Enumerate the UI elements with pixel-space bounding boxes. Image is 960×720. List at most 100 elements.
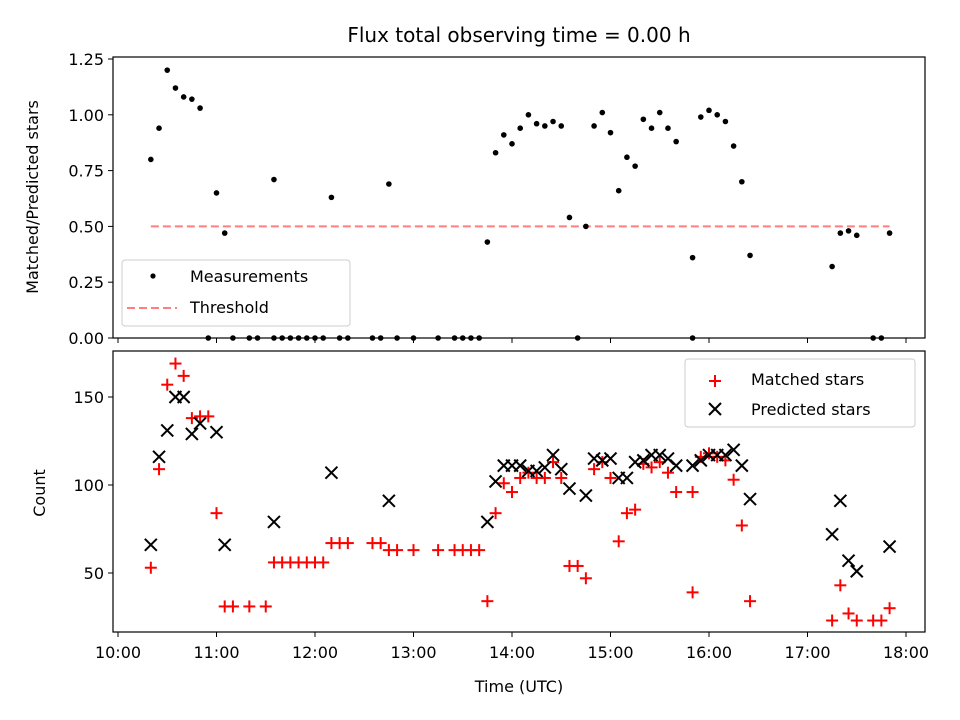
measurement-point-65 bbox=[739, 178, 745, 185]
matched-star-point-69 bbox=[850, 614, 863, 627]
predicted-star-point-23 bbox=[579, 488, 593, 503]
matched-star-point-46 bbox=[588, 463, 601, 476]
matched-star-point-19 bbox=[317, 556, 330, 569]
chart-title: Flux total observing time = 0.00 h bbox=[347, 23, 690, 47]
measurement-point-68 bbox=[837, 230, 844, 236]
legend-label-predicted: Predicted stars bbox=[751, 400, 871, 419]
matched-star-point-44 bbox=[571, 559, 584, 572]
plot-frame-ratio bbox=[112, 56, 926, 339]
predicted-star-point-34 bbox=[669, 458, 683, 473]
matched-star-point-10 bbox=[226, 600, 239, 613]
x-tick-label-6: 16:00 bbox=[686, 643, 732, 662]
matched-star-point-63 bbox=[727, 473, 740, 486]
matched-star-point-1 bbox=[153, 463, 166, 476]
matched-star-point-28 bbox=[432, 544, 445, 557]
legend-label-measurements: Measurements bbox=[190, 267, 308, 286]
predicted-star-point-19 bbox=[538, 460, 552, 475]
matched-star-point-67 bbox=[834, 579, 847, 592]
matched-star-point-26 bbox=[391, 544, 404, 557]
measurement-point-46 bbox=[583, 223, 589, 230]
matched-star-point-22 bbox=[341, 537, 354, 550]
matched-star-point-11 bbox=[243, 600, 256, 613]
predicted-star-point-35 bbox=[685, 458, 700, 473]
measurement-point-2 bbox=[164, 67, 171, 73]
measurement-point-57 bbox=[673, 138, 679, 145]
measurement-point-26 bbox=[386, 181, 392, 187]
predicted-star-point-20 bbox=[546, 448, 560, 462]
measurement-point-34 bbox=[484, 239, 491, 245]
measurement-point-53 bbox=[640, 116, 647, 123]
measurement-point-4 bbox=[180, 94, 187, 100]
legend-marker-matched bbox=[709, 375, 721, 387]
measurement-point-50 bbox=[615, 187, 622, 194]
legend-ratio: Measurements Threshold bbox=[121, 259, 351, 327]
predicted-star-point-18 bbox=[529, 464, 544, 478]
x-tick-label-5: 15:00 bbox=[587, 643, 633, 662]
y-tick-label-ratio-4: 1.00 bbox=[68, 106, 104, 125]
matched-star-point-0 bbox=[144, 561, 157, 574]
matched-star-point-53 bbox=[645, 461, 658, 474]
measurement-point-1 bbox=[156, 125, 162, 131]
predicted-star-point-10 bbox=[324, 465, 339, 480]
matched-star-point-35 bbox=[497, 477, 510, 490]
predicted-star-point-29 bbox=[628, 455, 642, 469]
predicted-star-point-7 bbox=[209, 425, 224, 439]
matched-star-point-34 bbox=[489, 507, 502, 520]
matched-star-point-58 bbox=[686, 586, 699, 599]
panel-ratio: Flux total observing time = 0.00 h Match… bbox=[23, 23, 926, 348]
predicted-star-point-30 bbox=[636, 453, 651, 468]
measurement-point-66 bbox=[747, 252, 753, 259]
measurement-point-35 bbox=[492, 149, 499, 156]
measurement-point-73 bbox=[886, 230, 893, 236]
measurement-point-39 bbox=[525, 112, 532, 118]
measurement-point-59 bbox=[689, 254, 696, 261]
measurement-point-40 bbox=[533, 120, 540, 127]
predicted-star-point-47 bbox=[882, 539, 897, 554]
measurement-point-21 bbox=[328, 194, 335, 201]
matched-star-point-32 bbox=[473, 544, 486, 557]
predicted-star-point-36 bbox=[694, 453, 708, 468]
matched-star-point-66 bbox=[826, 614, 839, 627]
matched-star-point-3 bbox=[169, 357, 182, 370]
predicted-star-point-28 bbox=[620, 471, 634, 485]
measurement-point-38 bbox=[517, 125, 524, 131]
matched-star-point-8 bbox=[210, 507, 223, 520]
measurement-point-52 bbox=[632, 163, 638, 169]
y-tick-label-ratio-1: 0.25 bbox=[68, 273, 104, 292]
predicted-star-point-11 bbox=[382, 494, 396, 508]
measurement-point-5 bbox=[189, 96, 195, 102]
predicted-star-point-22 bbox=[562, 481, 577, 496]
predicted-star-point-13 bbox=[488, 474, 503, 489]
measurement-point-63 bbox=[722, 118, 729, 125]
measurement-point-36 bbox=[500, 132, 507, 138]
predicted-star-point-16 bbox=[513, 458, 527, 473]
matched-star-point-72 bbox=[883, 602, 896, 615]
measurement-point-6 bbox=[197, 105, 203, 111]
matched-star-point-36 bbox=[506, 486, 518, 499]
predicted-star-point-32 bbox=[653, 448, 667, 462]
matched-star-point-51 bbox=[629, 503, 642, 516]
plot-frame-count bbox=[112, 350, 926, 633]
measurement-point-43 bbox=[558, 123, 565, 129]
x-tick-label-3: 13:00 bbox=[390, 643, 436, 662]
matched-star-point-71 bbox=[875, 614, 888, 627]
matched-star-point-57 bbox=[686, 486, 699, 499]
predicted-star-point-24 bbox=[587, 451, 601, 466]
measurement-point-69 bbox=[845, 228, 852, 234]
x-tick-label-2: 12:00 bbox=[292, 643, 338, 662]
measurement-point-70 bbox=[853, 232, 860, 239]
measurement-point-44 bbox=[566, 214, 573, 221]
matched-star-point-68 bbox=[842, 607, 855, 620]
matched-star-point-38 bbox=[522, 466, 535, 479]
y-tick-label-ratio-3: 0.75 bbox=[68, 162, 104, 181]
y-axis-label-ratio: Matched/Predicted stars bbox=[23, 100, 42, 294]
predicted-star-point-44 bbox=[833, 494, 848, 508]
measurement-point-67 bbox=[829, 263, 835, 270]
measurement-point-0 bbox=[148, 156, 154, 163]
measurement-point-64 bbox=[730, 143, 737, 149]
y-tick-label-count-0: 50 bbox=[84, 564, 104, 583]
predicted-star-point-42 bbox=[743, 492, 757, 506]
predicted-star-point-9 bbox=[267, 515, 281, 529]
y-tick-label-count-1: 100 bbox=[73, 476, 104, 495]
